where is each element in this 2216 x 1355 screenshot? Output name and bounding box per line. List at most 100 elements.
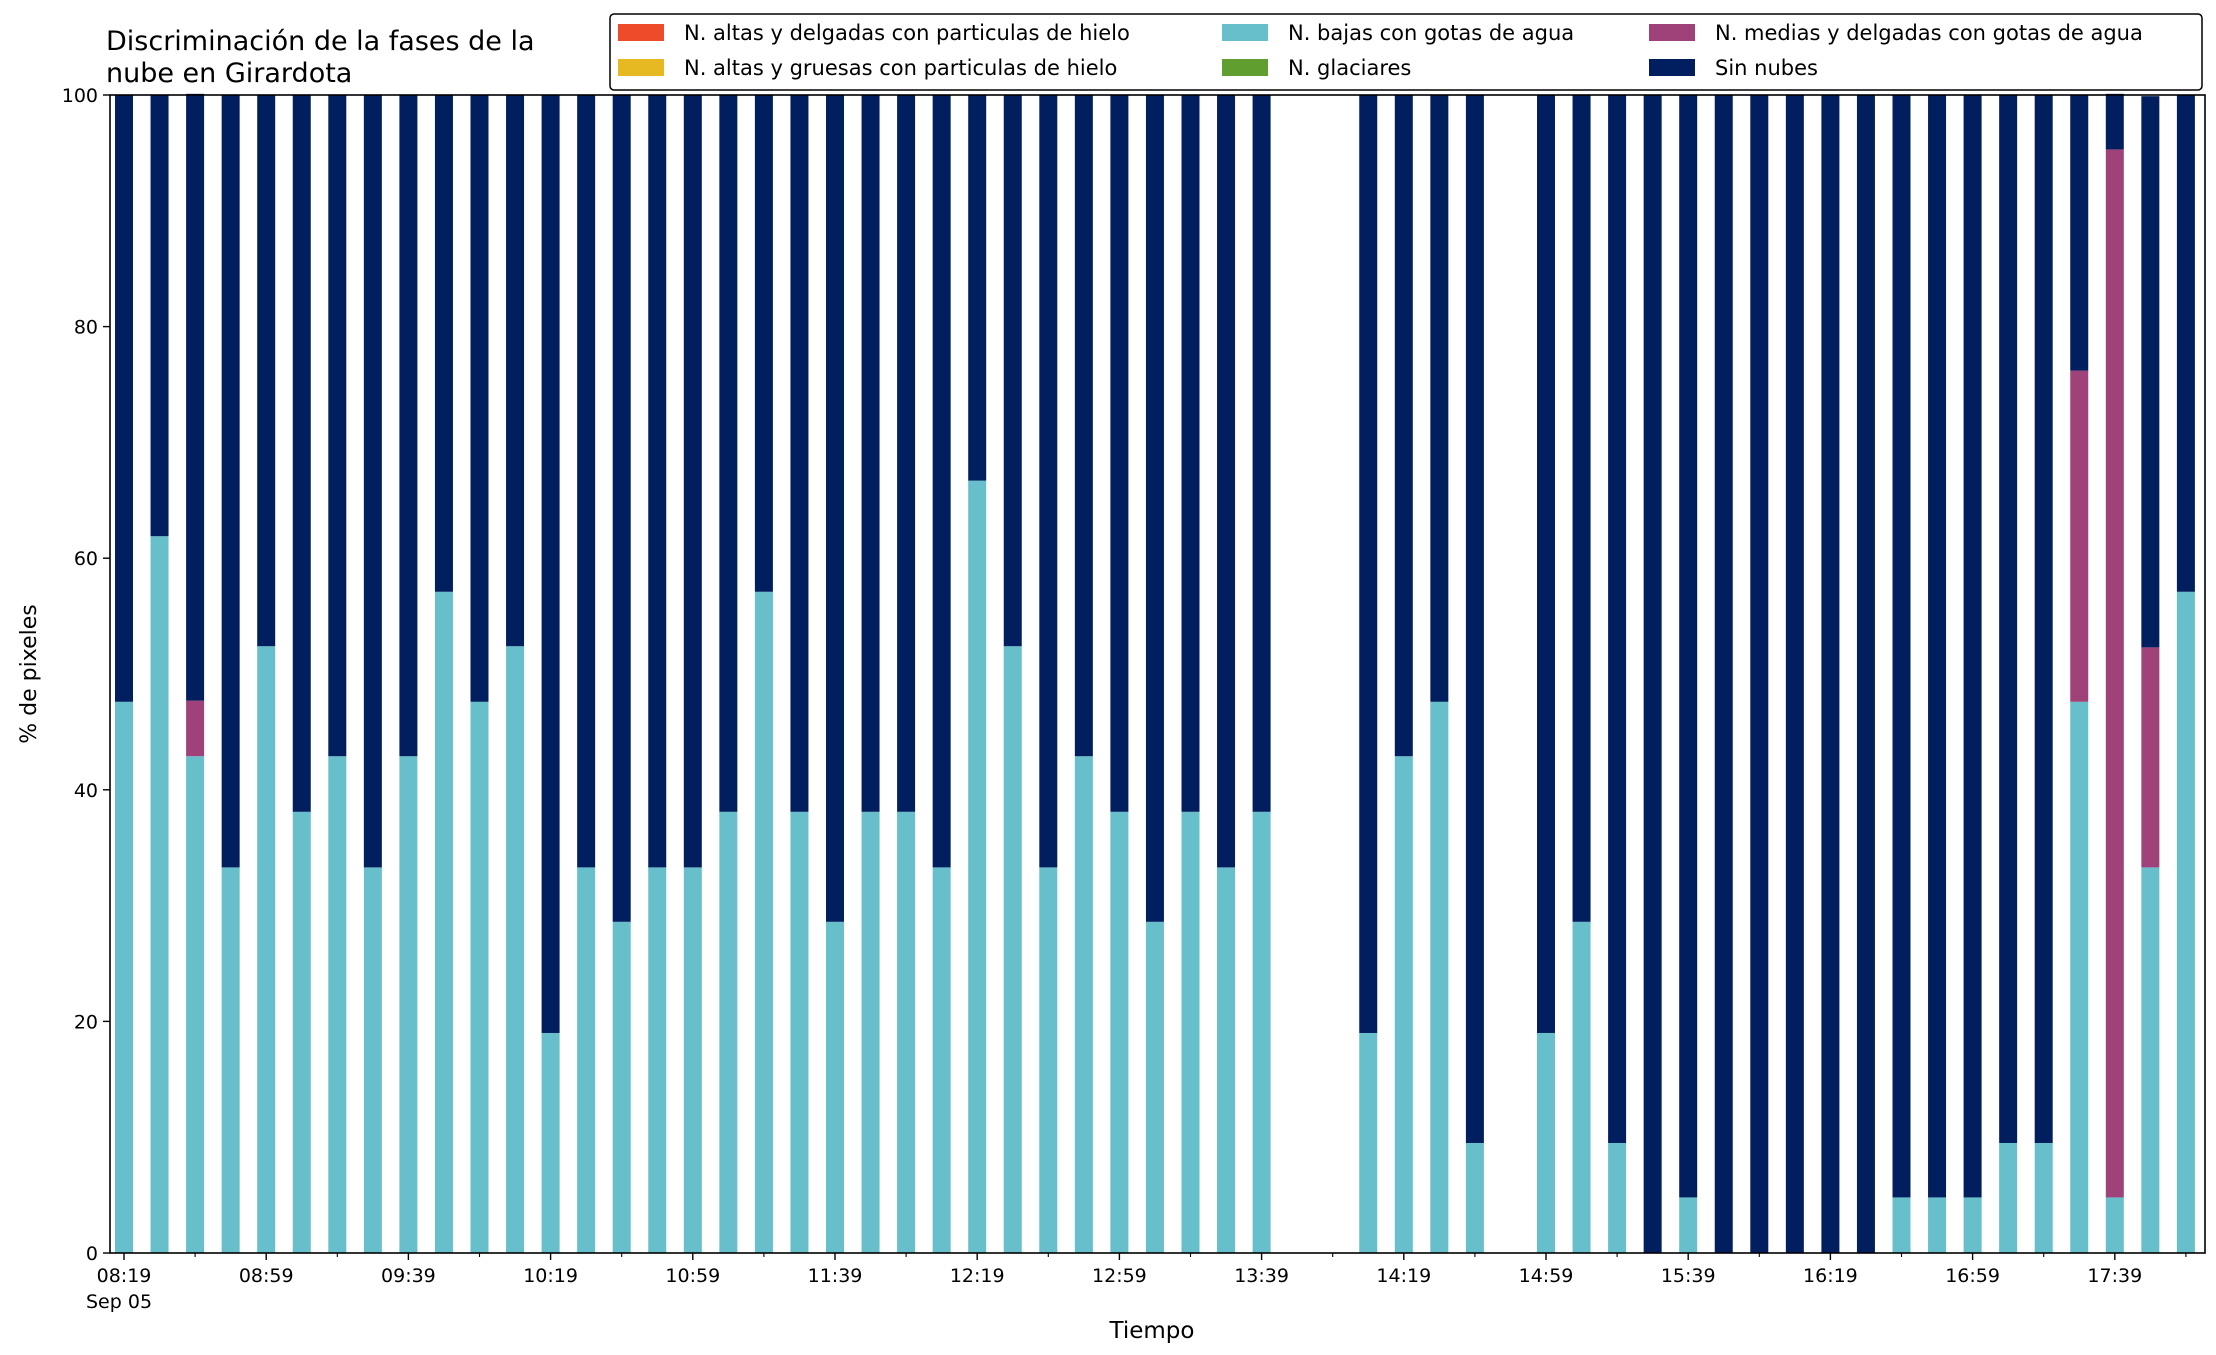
bar-segment-25-series-5 (1003, 95, 1022, 647)
bar-segment-29-series-5 (1145, 95, 1164, 922)
y-axis: 0 20 40 60 80 100 (62, 85, 110, 1265)
legend-swatch-0 (618, 24, 664, 41)
bar-segment-11-series-2 (506, 646, 525, 1253)
x-axis: 08:19 08:59 09:39 10:19 10:59 11:39 12:19 12:59… (97, 1253, 2187, 1287)
bar-segment-38-series-2 (1465, 1142, 1484, 1253)
bar-segment-14-series-5 (612, 95, 631, 922)
bar-segment-11-series-5 (506, 95, 525, 647)
bar-segment-53-series-5 (1999, 95, 2018, 1143)
bar-segment-22-series-2 (897, 811, 916, 1253)
bar-segment-50-series-2 (1892, 1197, 1911, 1253)
bar-segment-56-series-4 (2105, 149, 2124, 1198)
x-tick-label-10: 14:59 (1519, 1265, 1574, 1287)
bar-segment-24-series-2 (968, 480, 987, 1253)
bar-segment-27-series-5 (1074, 95, 1093, 757)
bar-segment-15-series-5 (648, 95, 667, 868)
bar-segment-4-series-5 (257, 95, 276, 647)
bar-segment-57-series-5 (2141, 96, 2160, 648)
bar-segment-37-series-2 (1430, 701, 1449, 1253)
bar-segment-31-series-5 (1217, 95, 1236, 868)
x-tick-label-9: 14:19 (1376, 1265, 1431, 1287)
x-tick-label-2: 09:39 (381, 1265, 436, 1287)
bar-segment-12-series-2 (541, 1032, 560, 1253)
bar-segment-13-series-5 (577, 95, 596, 868)
bar-segment-35-series-2 (1359, 1032, 1378, 1253)
bar-segment-0-series-5 (115, 95, 133, 702)
bar-segment-28-series-5 (1110, 95, 1129, 812)
bar-segment-55-series-2 (2070, 701, 2089, 1253)
legend-label-3: N. glaciares (1288, 56, 1411, 80)
bar-segment-57-series-2 (2141, 867, 2160, 1253)
bar-segment-54-series-2 (2034, 1142, 2053, 1253)
bar-segment-28-series-2 (1110, 811, 1129, 1253)
legend-swatch-5 (1649, 59, 1695, 76)
bar-segment-17-series-2 (719, 811, 738, 1253)
bar-segment-31-series-2 (1217, 867, 1236, 1253)
y-tick-label-20: 20 (74, 1011, 98, 1033)
bar-segment-46-series-5 (1750, 95, 1769, 1253)
bar-segment-0-series-2 (115, 701, 133, 1253)
bar-segment-19-series-2 (790, 811, 809, 1253)
bar-segment-24-series-5 (968, 95, 987, 481)
bar-segment-51-series-2 (1928, 1197, 1947, 1253)
bar-segment-2-series-4 (186, 700, 205, 757)
bar-segment-41-series-5 (1572, 95, 1591, 922)
bar-segment-8-series-5 (399, 95, 418, 757)
x-tick-label-12: 16:19 (1803, 1265, 1858, 1287)
x-axis-date-label: Sep 05 (86, 1291, 152, 1313)
x-tick-label-4: 10:59 (665, 1265, 720, 1287)
bar-segment-29-series-2 (1145, 921, 1164, 1253)
bar-segment-25-series-2 (1003, 646, 1022, 1253)
bar-segment-53-series-2 (1999, 1142, 2018, 1253)
bar-segment-1-series-5 (150, 95, 169, 537)
y-tick-label-80: 80 (74, 317, 98, 339)
bar-segment-6-series-2 (328, 756, 347, 1253)
bars-layer (115, 93, 2195, 1253)
legend-swatch-2 (1222, 24, 1268, 41)
bar-segment-27-series-2 (1074, 756, 1093, 1253)
bar-segment-10-series-2 (470, 701, 489, 1253)
bar-segment-20-series-5 (826, 95, 844, 922)
bar-segment-44-series-5 (1679, 95, 1698, 1198)
bar-segment-47-series-5 (1785, 95, 1804, 1253)
bar-segment-32-series-2 (1252, 811, 1271, 1253)
y-axis-label: % de pixeles (17, 604, 42, 743)
legend-label-0: N. altas y delgadas con particulas de hi… (684, 21, 1130, 45)
bar-segment-8-series-2 (399, 756, 418, 1253)
x-tick-label-5: 11:39 (808, 1265, 863, 1287)
legend-swatch-3 (1222, 59, 1268, 76)
y-tick-label-60: 60 (74, 548, 98, 570)
chart-title-line-2: nube en Girardota (106, 58, 352, 89)
legend-swatch-4 (1649, 24, 1695, 41)
bar-segment-35-series-5 (1359, 95, 1378, 1033)
bar-segment-42-series-5 (1608, 95, 1627, 1143)
bar-segment-23-series-5 (932, 95, 951, 868)
bar-segment-3-series-2 (221, 867, 240, 1253)
bar-segment-21-series-2 (861, 811, 880, 1253)
bar-segment-12-series-5 (541, 95, 560, 1033)
legend-label-1: N. altas y gruesas con particulas de hie… (684, 56, 1117, 80)
bar-segment-36-series-2 (1394, 756, 1413, 1253)
bar-segment-9-series-2 (434, 591, 453, 1253)
bar-segment-50-series-5 (1892, 95, 1911, 1198)
x-tick-label-0: 08:19 (97, 1265, 152, 1287)
bar-segment-58-series-2 (2176, 591, 2195, 1253)
bar-segment-30-series-2 (1181, 811, 1200, 1253)
bar-segment-51-series-5 (1928, 95, 1947, 1198)
bar-segment-4-series-2 (257, 646, 276, 1253)
bar-segment-14-series-2 (612, 921, 631, 1253)
x-tick-label-3: 10:19 (523, 1265, 578, 1287)
y-tick-label-40: 40 (74, 780, 98, 802)
x-tick-label-8: 13:39 (1234, 1265, 1289, 1287)
bar-segment-40-series-5 (1537, 95, 1555, 1033)
bar-segment-3-series-5 (221, 95, 240, 868)
x-tick-label-6: 12:19 (950, 1265, 1005, 1287)
plot-frame (109, 94, 2206, 1254)
bar-segment-9-series-5 (434, 95, 453, 592)
x-tick-label-14: 17:39 (2087, 1265, 2142, 1287)
bar-segment-5-series-5 (292, 95, 311, 812)
bar-segment-40-series-2 (1537, 1032, 1555, 1253)
legend: N. altas y delgadas con particulas de hi… (609, 13, 2203, 91)
bar-segment-19-series-5 (790, 95, 809, 812)
